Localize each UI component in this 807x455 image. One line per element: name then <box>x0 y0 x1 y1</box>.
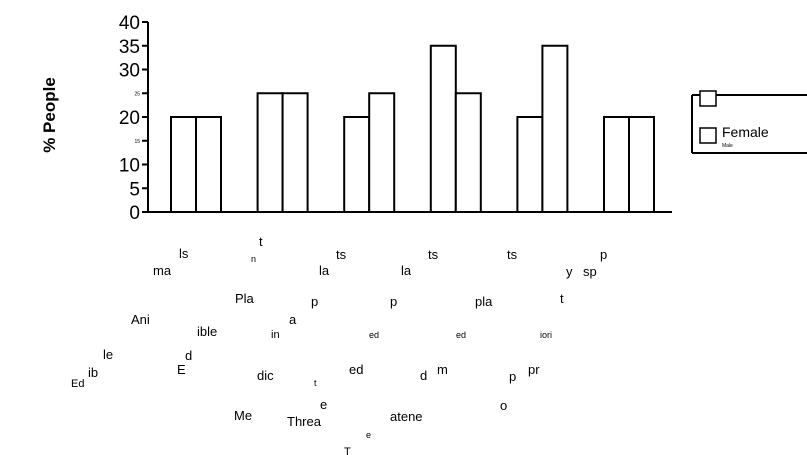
category-label-fragment: d <box>420 368 427 383</box>
bar-series-2-cat-1 <box>195 116 222 213</box>
category-label-fragment: Threa <box>287 414 322 429</box>
category-label-fragment: m <box>437 362 448 377</box>
category-label-fragment: ts <box>428 247 439 262</box>
y-tick-label: 10 <box>119 156 140 177</box>
legend-sublabel-2: Male <box>722 143 733 149</box>
legend-swatch-2 <box>699 127 717 144</box>
bars <box>170 44 655 213</box>
y-tick-label: 25 <box>134 91 140 97</box>
category-label-fragment: atene <box>390 409 423 424</box>
category-label-fragment: sp <box>583 264 597 279</box>
category-label-fragment: ma <box>153 263 172 278</box>
category-label-fragment: d <box>185 348 192 363</box>
category-label-fragment: iori <box>540 330 552 340</box>
category-label-fragment: ible <box>197 324 217 339</box>
category-label-fragment: T <box>344 446 351 455</box>
category-label-fragment: ls <box>179 246 189 261</box>
category-label-fragment: la <box>319 263 330 278</box>
category-label-fragment: o <box>500 398 507 413</box>
y-tick-label: 35 <box>119 37 140 58</box>
category-label-fragment: y <box>566 264 573 279</box>
category-label-fragment: p <box>311 294 318 309</box>
category-label-fragment: Ani <box>131 312 150 327</box>
y-tick-label: 40 <box>119 13 140 34</box>
bar-series-2-cat-6 <box>628 116 655 213</box>
category-label-fragment: pr <box>528 362 540 377</box>
category-label-fragment: ed <box>456 330 466 340</box>
category-label-fragment: E <box>177 362 186 377</box>
bar-series-1-cat-3 <box>343 116 371 213</box>
category-label-fragment: e <box>366 430 371 440</box>
category-label-fragment: in <box>271 329 280 341</box>
category-label-fragment: a <box>289 312 297 327</box>
legend-swatch-1 <box>699 90 717 107</box>
bar-series-2-cat-4 <box>454 92 482 213</box>
category-label-fragment: Pla <box>235 291 255 306</box>
legend-label-2: Female <box>722 124 769 140</box>
y-axis: 0 510 15 20 25 30 35 40 <box>119 13 672 224</box>
y-tick-label: 15 <box>134 139 140 145</box>
category-label-fragment: ed <box>369 330 379 340</box>
category-label-fragment: p <box>600 247 607 262</box>
category-label-fragment: p <box>509 369 516 384</box>
category-label-fragment: p <box>390 294 397 309</box>
y-tick-label: 30 <box>119 61 140 82</box>
y-tick-label: 0 <box>129 203 140 224</box>
category-label-fragment: ed <box>349 362 363 377</box>
category-label-fragment: n <box>251 254 256 264</box>
category-label-fragment: ts <box>336 247 347 262</box>
y-tick-label: 5 <box>129 179 140 200</box>
category-label-fragment: t <box>314 378 317 388</box>
category-label-fragment: la <box>401 263 412 278</box>
category-label-fragment: le <box>103 347 113 362</box>
category-label-fragment: dic <box>257 368 274 383</box>
bar-series-1-cat-1 <box>170 116 197 213</box>
bar-series-1-cat-6 <box>603 116 630 213</box>
bar-series-1-cat-4 <box>429 44 457 213</box>
category-label-fragment: Ed <box>71 378 84 390</box>
category-label-fragment: e <box>320 397 327 412</box>
y-axis-label: % People <box>40 77 59 153</box>
category-label-fragment: t <box>259 234 263 249</box>
y-tick-label: 20 <box>119 108 140 129</box>
category-label-fragment: ib <box>88 365 98 380</box>
bar-series-2-cat-3 <box>368 92 396 213</box>
category-label-fragment: pla <box>475 294 493 309</box>
bar-series-1-cat-2 <box>256 92 284 213</box>
legend: Female Male <box>691 90 807 154</box>
category-label-fragment: ts <box>507 247 518 262</box>
bar-series-2-cat-5 <box>541 44 569 213</box>
category-label-fragment: Me <box>234 408 252 423</box>
category-label-fragment: t <box>560 291 564 306</box>
bar-series-1-cat-5 <box>516 116 544 213</box>
bar-series-2-cat-2 <box>281 92 309 213</box>
